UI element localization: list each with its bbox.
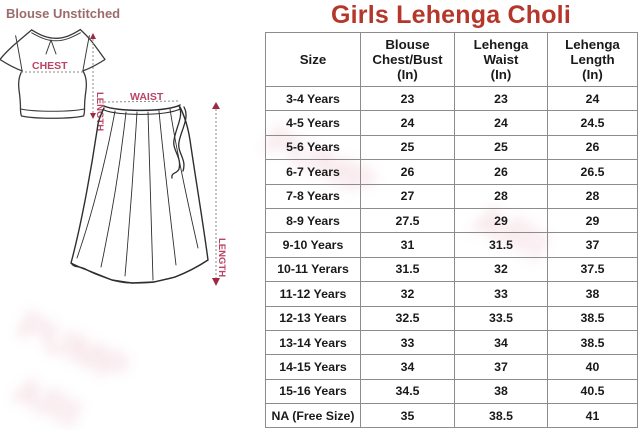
svg-text:WAIST: WAIST	[130, 91, 164, 103]
svg-text:LENGTH: LENGTH	[216, 238, 227, 277]
svg-text:CHEST: CHEST	[32, 60, 68, 72]
svg-text:LENGTH: LENGTH	[94, 92, 105, 131]
